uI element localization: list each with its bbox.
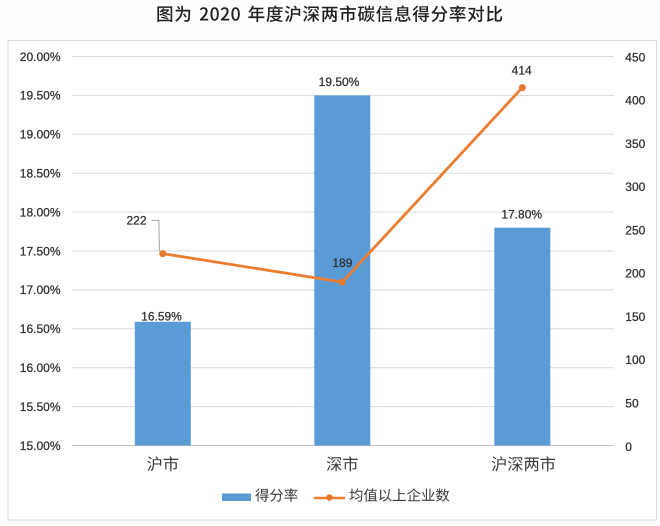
svg-text:350: 350 [625, 137, 645, 151]
svg-text:17.50%: 17.50% [20, 244, 61, 258]
svg-text:450: 450 [625, 50, 645, 64]
svg-text:400: 400 [625, 94, 645, 108]
svg-text:19.50%: 19.50% [319, 75, 360, 89]
svg-text:20.00%: 20.00% [20, 50, 61, 64]
svg-text:17.80%: 17.80% [501, 207, 542, 221]
svg-text:200: 200 [625, 267, 645, 281]
svg-text:18.00%: 18.00% [20, 205, 61, 219]
svg-text:189: 189 [332, 256, 352, 270]
svg-text:150: 150 [625, 310, 645, 324]
svg-text:250: 250 [625, 223, 645, 237]
svg-text:15.00%: 15.00% [20, 439, 61, 453]
svg-text:17.00%: 17.00% [20, 283, 61, 297]
svg-text:19.50%: 19.50% [20, 89, 61, 103]
svg-text:19.00%: 19.00% [20, 128, 61, 142]
svg-text:16.59%: 16.59% [141, 310, 182, 324]
svg-text:414: 414 [512, 64, 532, 78]
svg-text:300: 300 [625, 180, 645, 194]
svg-text:222: 222 [126, 214, 146, 228]
svg-text:16.50%: 16.50% [20, 322, 61, 336]
svg-text:100: 100 [625, 353, 645, 367]
svg-text:18.50%: 18.50% [20, 167, 61, 181]
svg-text:0: 0 [625, 440, 632, 454]
svg-text:16.00%: 16.00% [20, 361, 61, 375]
svg-text:50: 50 [625, 397, 639, 411]
svg-text:15.50%: 15.50% [20, 400, 61, 414]
